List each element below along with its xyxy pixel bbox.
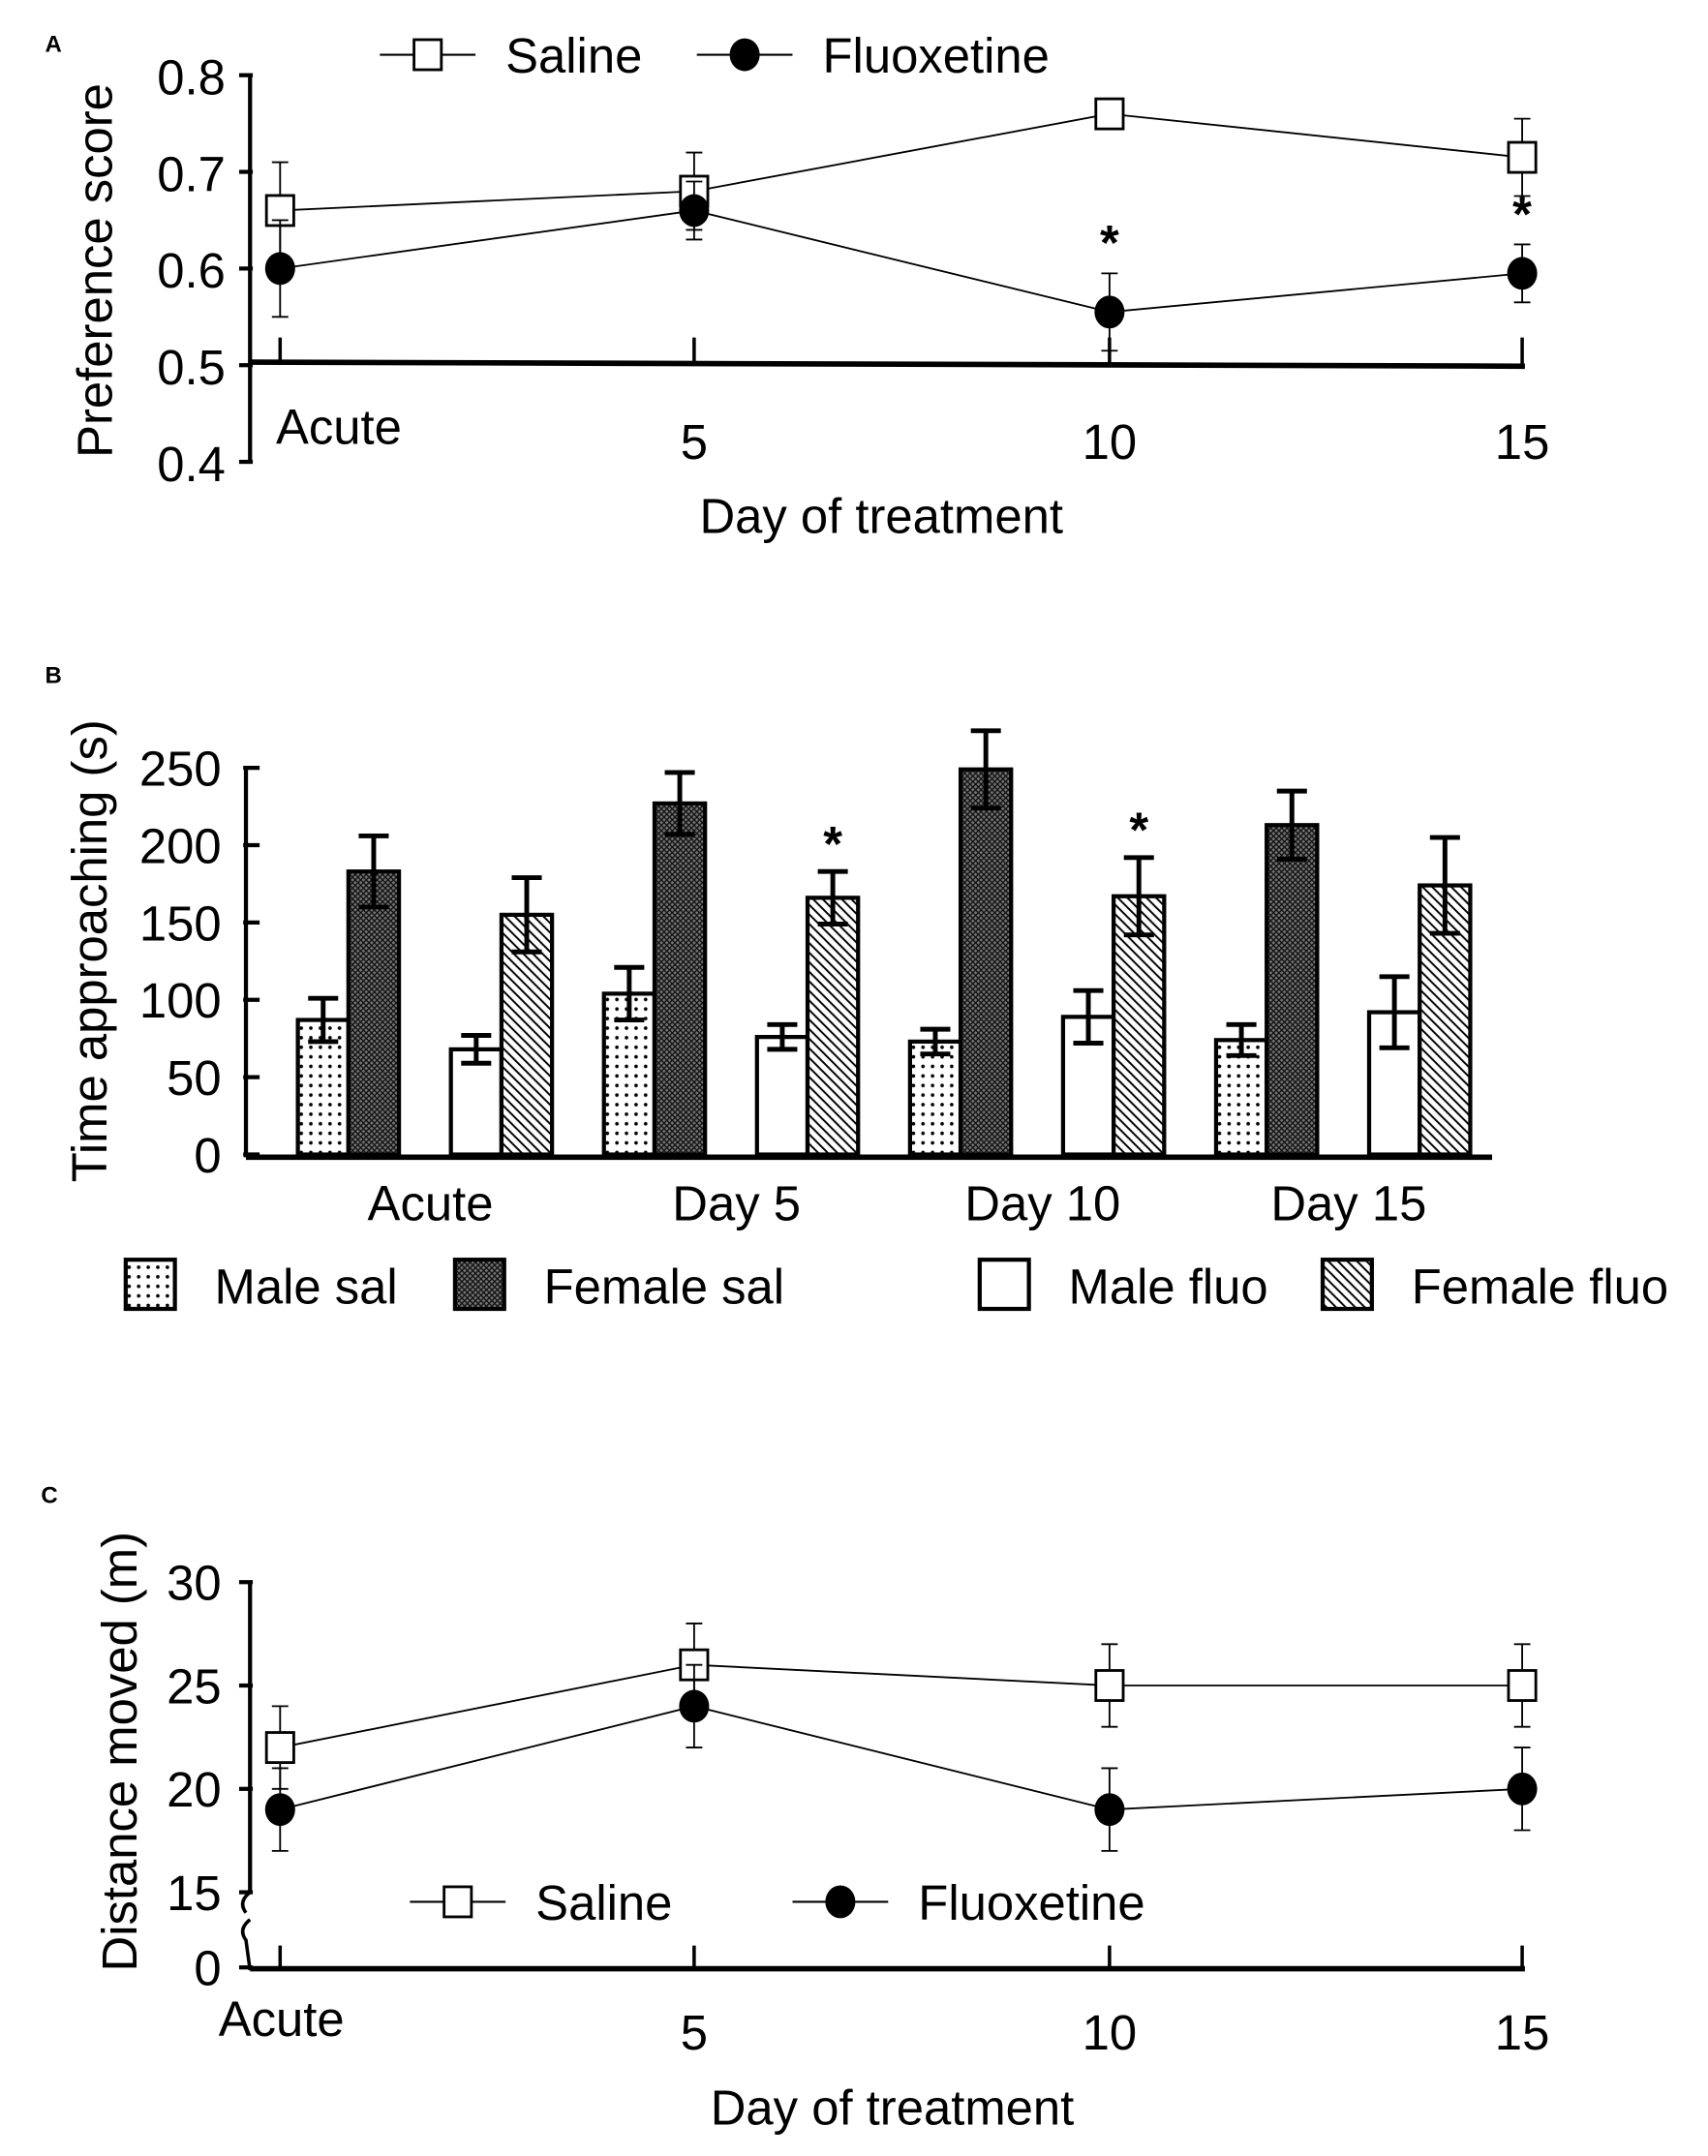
y-tick-label: 0 <box>194 1128 221 1183</box>
series-line-fluoxetine <box>280 209 1523 314</box>
y-tick-label: 50 <box>167 1050 222 1106</box>
legend-label: Saline <box>505 28 642 83</box>
panel-c: C Distance moved (m) Day of treatment 0 1… <box>41 1482 1549 2135</box>
panel-label-c: C <box>41 1482 57 1508</box>
legend-label: Female fluo <box>1412 1259 1668 1314</box>
saline-marker <box>1507 1669 1538 1702</box>
x-axis <box>250 359 1525 370</box>
y-tick-label: 0.6 <box>157 243 226 298</box>
x-tick-label: 10 <box>1083 2005 1138 2060</box>
bar-female-fluo <box>499 912 555 1157</box>
y-tick-label: 150 <box>139 896 222 951</box>
y-tick-label: 100 <box>139 973 222 1028</box>
fluoxetine-marker <box>264 1793 295 1827</box>
fluoxetine-marker <box>1507 257 1538 290</box>
saline-marker <box>264 1731 295 1765</box>
y-tick-label: 0.7 <box>157 146 226 201</box>
y-axis-label: Time approaching (s) <box>62 719 117 1182</box>
y-tick-label: 25 <box>167 1658 222 1714</box>
series-line-saline <box>280 112 1523 212</box>
legend-swatch <box>452 1258 506 1312</box>
x-tick-label: Day 15 <box>1270 1175 1426 1230</box>
x-tick-label: 15 <box>1495 2005 1550 2060</box>
y-tick-label: 0.5 <box>157 340 226 395</box>
panel-label-b: B <box>46 663 62 689</box>
y-tick-label: 15 <box>167 1866 222 1921</box>
x-tick-label: Day 5 <box>672 1175 801 1230</box>
bar-male-fluo <box>754 1035 810 1157</box>
x-axis-label: Day of treatment <box>711 2080 1075 2135</box>
x-tick-label: 15 <box>1495 414 1550 470</box>
bar-female-sal <box>346 869 402 1157</box>
saline-marker <box>442 1885 473 1919</box>
y-tick-label: 0.8 <box>157 49 226 105</box>
fluoxetine-marker <box>729 38 760 72</box>
y-tick-label: 30 <box>167 1556 222 1611</box>
bar-female-fluo <box>1112 894 1167 1157</box>
saline-marker <box>1507 140 1538 174</box>
series-line-saline <box>280 1663 1523 1748</box>
significance-asterisk: * <box>1512 186 1532 241</box>
fluoxetine-marker <box>1094 295 1125 329</box>
panel-b: B Time approaching (s) 0 50 100 150 200 250 Ac… <box>46 663 1669 1315</box>
x-tick-label: 10 <box>1083 414 1138 470</box>
series-line-fluoxetine <box>280 1705 1523 1811</box>
x-tick-label: 5 <box>681 414 708 470</box>
legend-swatch <box>1320 1258 1374 1312</box>
legend-swatch <box>123 1258 177 1312</box>
legend-label: Fluoxetine <box>823 28 1050 83</box>
fluoxetine-marker <box>1094 1793 1125 1827</box>
bar-female-sal <box>1265 823 1320 1157</box>
y-tick-label: 200 <box>139 818 222 873</box>
legend-label: Saline <box>535 1875 672 1930</box>
fluoxetine-marker <box>825 1885 856 1919</box>
axis-break <box>240 1918 252 1971</box>
legend-label: Male sal <box>215 1259 398 1314</box>
saline-marker <box>412 38 443 72</box>
fluoxetine-marker <box>679 194 710 228</box>
significance-asterisk: * <box>1129 803 1148 858</box>
significance-asterisk: * <box>1100 215 1119 270</box>
x-tick-label: Day 10 <box>964 1175 1120 1230</box>
bar-female-sal <box>958 767 1014 1157</box>
significance-asterisk: * <box>823 816 842 871</box>
fluoxetine-marker <box>264 252 295 286</box>
y-axis-label: Preference score <box>68 83 123 458</box>
bar-female-fluo <box>805 896 861 1157</box>
axis-break <box>240 1891 252 1914</box>
y-tick-label: 20 <box>167 1762 222 1817</box>
fluoxetine-marker <box>679 1689 710 1723</box>
y-tick-label: 250 <box>139 742 222 797</box>
legend-label: Male fluo <box>1069 1259 1268 1314</box>
bar-male-sal <box>907 1039 963 1157</box>
bar-female-sal <box>652 801 708 1157</box>
y-axis-label: Distance moved (m) <box>92 1532 147 1971</box>
saline-marker <box>1094 1669 1125 1702</box>
legend-label: Female sal <box>544 1259 784 1314</box>
bar-male-fluo <box>448 1047 504 1157</box>
y-tick-label: 0.4 <box>157 437 226 492</box>
fluoxetine-marker <box>1507 1772 1538 1806</box>
panel-label-a: A <box>46 32 62 58</box>
panel-a: A Preference score Day of treatment 0.4 0… <box>46 28 1550 544</box>
y-tick-label: 0 <box>194 1941 221 1996</box>
x-tick-label: Acute <box>368 1175 494 1230</box>
legend-label: Fluoxetine <box>918 1875 1144 1930</box>
x-tick-label: 5 <box>681 2005 708 2060</box>
x-axis-label: Day of treatment <box>699 488 1062 543</box>
x-tick-label: Acute <box>219 1991 345 2047</box>
saline-marker <box>1094 97 1125 131</box>
x-tick-label: Acute <box>276 400 402 455</box>
legend-swatch <box>977 1258 1031 1312</box>
